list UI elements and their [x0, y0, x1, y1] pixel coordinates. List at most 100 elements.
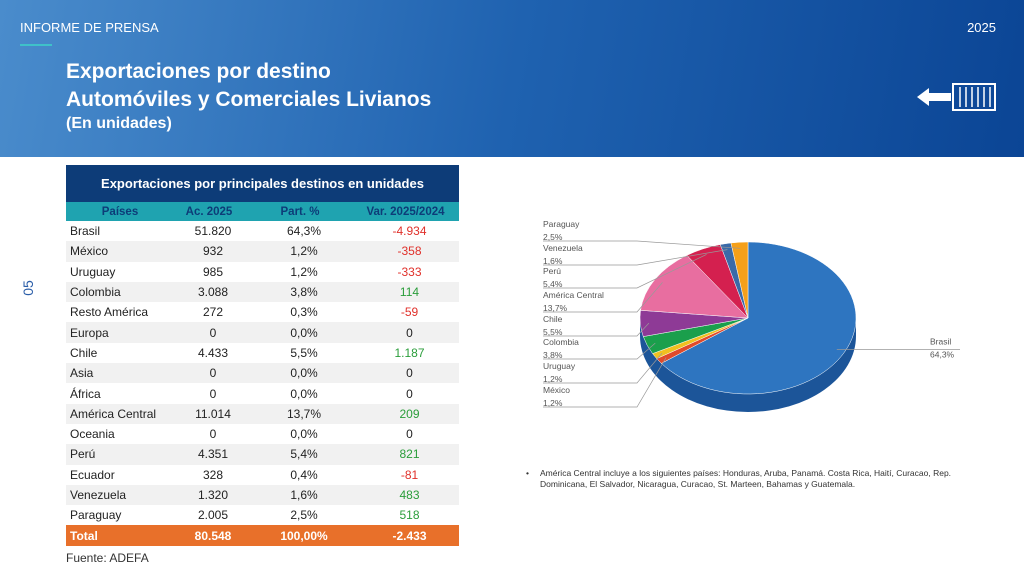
table-cell: Paraguay	[70, 508, 122, 523]
table-cell: Resto América	[70, 305, 149, 320]
pie-value-label: 2,5%	[543, 232, 563, 242]
column-header: Part. %	[280, 205, 320, 218]
container-icon	[917, 83, 996, 111]
table-cell: 0	[406, 427, 413, 442]
table-cell: 0	[406, 386, 413, 401]
total-cell: 80.548	[194, 528, 232, 543]
table-cell: 1,6%	[290, 488, 318, 502]
total-cell: 100,00%	[280, 528, 328, 543]
table-cell: 5,4%	[290, 447, 318, 462]
table-cell: 5,5%	[290, 345, 318, 360]
pie-chart: Brasil64,3%México1,2%Uruguay1,2%Colombia…	[543, 219, 960, 412]
leader-line	[543, 322, 650, 337]
footnote: • América Central incluye a los siguient…	[526, 468, 980, 490]
leader-line	[543, 240, 741, 249]
table-row: Perú 4.351 5,4% 821	[66, 444, 459, 465]
table-cell: Asia	[70, 366, 94, 381]
table-cell: 11.014	[195, 406, 231, 421]
table-row: África 0 0,0% 0	[66, 383, 459, 404]
pie-label: Uruguay	[543, 361, 576, 371]
bullet: •	[526, 468, 529, 478]
table-cell: África	[70, 386, 101, 401]
table-cell: -59	[400, 305, 419, 320]
table-row: Uruguay 985 1,2% -333	[66, 261, 459, 282]
leader-line	[543, 352, 663, 384]
kicker: INFORME DE PRENSA	[20, 20, 159, 35]
column-header: Países	[101, 205, 139, 218]
table-cell: 1,2%	[290, 244, 318, 259]
table-row: Resto América 272 0,3% -59	[66, 302, 459, 323]
total-row: Total 80.548 100,00% -2.433	[66, 525, 459, 546]
leader-line	[543, 342, 656, 360]
table-row: México 932 1,2% -358	[66, 241, 459, 262]
pie-label: Chile	[543, 314, 563, 324]
column-header: Ac. 2025	[185, 205, 233, 218]
table-cell: 0,0%	[290, 325, 318, 340]
table-cell: Europa	[70, 325, 109, 340]
pie-label: Paraguay	[543, 219, 580, 229]
table-row: Paraguay 2.005 2,5% 518	[66, 505, 459, 526]
title: Automóviles y Comerciales Livianos	[66, 88, 432, 111]
pie-slice	[730, 241, 749, 319]
header-row: Países Ac. 2025 Part. % Var. 2025/2024	[66, 202, 459, 221]
table-cell: 0,0%	[290, 427, 318, 442]
pie-label: Perú	[543, 266, 561, 276]
table-cell: 483	[399, 488, 420, 502]
table-cell: 2.005	[197, 508, 229, 523]
leader-line	[543, 254, 707, 289]
table-cell: 4.351	[197, 447, 229, 462]
leader-line	[543, 282, 663, 313]
pie-value-label: 13,7%	[543, 303, 568, 313]
table-row: Colombia 3.088 3,8% 114	[66, 281, 459, 303]
table-row: Brasil 51.820 64,3% -4.934	[66, 221, 459, 242]
table-cell: 0,4%	[290, 467, 318, 482]
pie-slice	[660, 241, 857, 395]
table-cell: Chile	[70, 345, 98, 360]
table-cell: 64,3%	[286, 224, 322, 239]
header-band: INFORME DE PRENSA 2025 Exportaciones por…	[0, 0, 1024, 157]
pie-value-label: 5,5%	[543, 327, 563, 337]
table-cell: 1.320	[197, 488, 229, 502]
subtitle: (En unidades)	[66, 115, 172, 132]
table-row: Venezuela 1.320 1,6% 483	[66, 484, 459, 506]
pie-value-label: 5,4%	[543, 279, 563, 289]
table-cell: 0,0%	[290, 366, 318, 381]
pie-value-label: 1,6%	[543, 256, 563, 266]
table-cell: 2,5%	[290, 508, 318, 523]
table-cell: 821	[399, 447, 420, 462]
table-cell: Brasil	[70, 224, 101, 239]
column-header: Var. 2025/2024	[366, 205, 445, 218]
page-number: 05	[19, 280, 36, 296]
table-cell: -4.934	[392, 224, 427, 239]
table-cell: 51.820	[194, 224, 232, 239]
table-cell: 4.433	[197, 345, 229, 360]
table-cell: 3,8%	[290, 285, 318, 300]
title: Exportaciones por destino	[66, 60, 331, 83]
accent	[20, 44, 52, 46]
table-cell: 985	[202, 264, 224, 279]
table-cell: 0,0%	[290, 386, 318, 401]
table-cell: Colombia	[70, 285, 121, 300]
year: 2025	[967, 20, 996, 35]
total-cell: Total	[70, 528, 98, 543]
table-cell: 1,2%	[290, 264, 318, 279]
pie-value-label: 1,2%	[543, 398, 563, 408]
pie-label: Brasil	[930, 336, 951, 346]
table-cell: Perú	[70, 447, 96, 462]
table-cell: 3.088	[197, 285, 229, 300]
table-cell: 0	[406, 366, 413, 381]
table-cell: 0,3%	[290, 305, 318, 320]
pie-value-label: 3,8%	[543, 350, 563, 360]
table-cell: 209	[399, 406, 420, 421]
table-cell: -81	[400, 467, 419, 482]
table-cell: 1.187	[394, 345, 425, 360]
table-row: Chile 4.433 5,5% 1.187	[66, 342, 459, 364]
table-cell: Oceania	[70, 427, 115, 442]
table-cell: 0	[209, 427, 217, 442]
table-cell: -333	[397, 264, 422, 279]
table-cell: 0	[209, 386, 217, 401]
table-cell: 114	[399, 285, 420, 300]
table-cell: 0	[209, 325, 217, 340]
table-cell: 13,7%	[286, 406, 322, 421]
table-cell: Uruguay	[70, 264, 116, 279]
